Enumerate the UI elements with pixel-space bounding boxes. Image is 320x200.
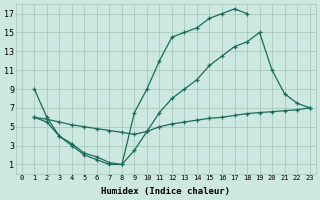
X-axis label: Humidex (Indice chaleur): Humidex (Indice chaleur) — [101, 187, 230, 196]
